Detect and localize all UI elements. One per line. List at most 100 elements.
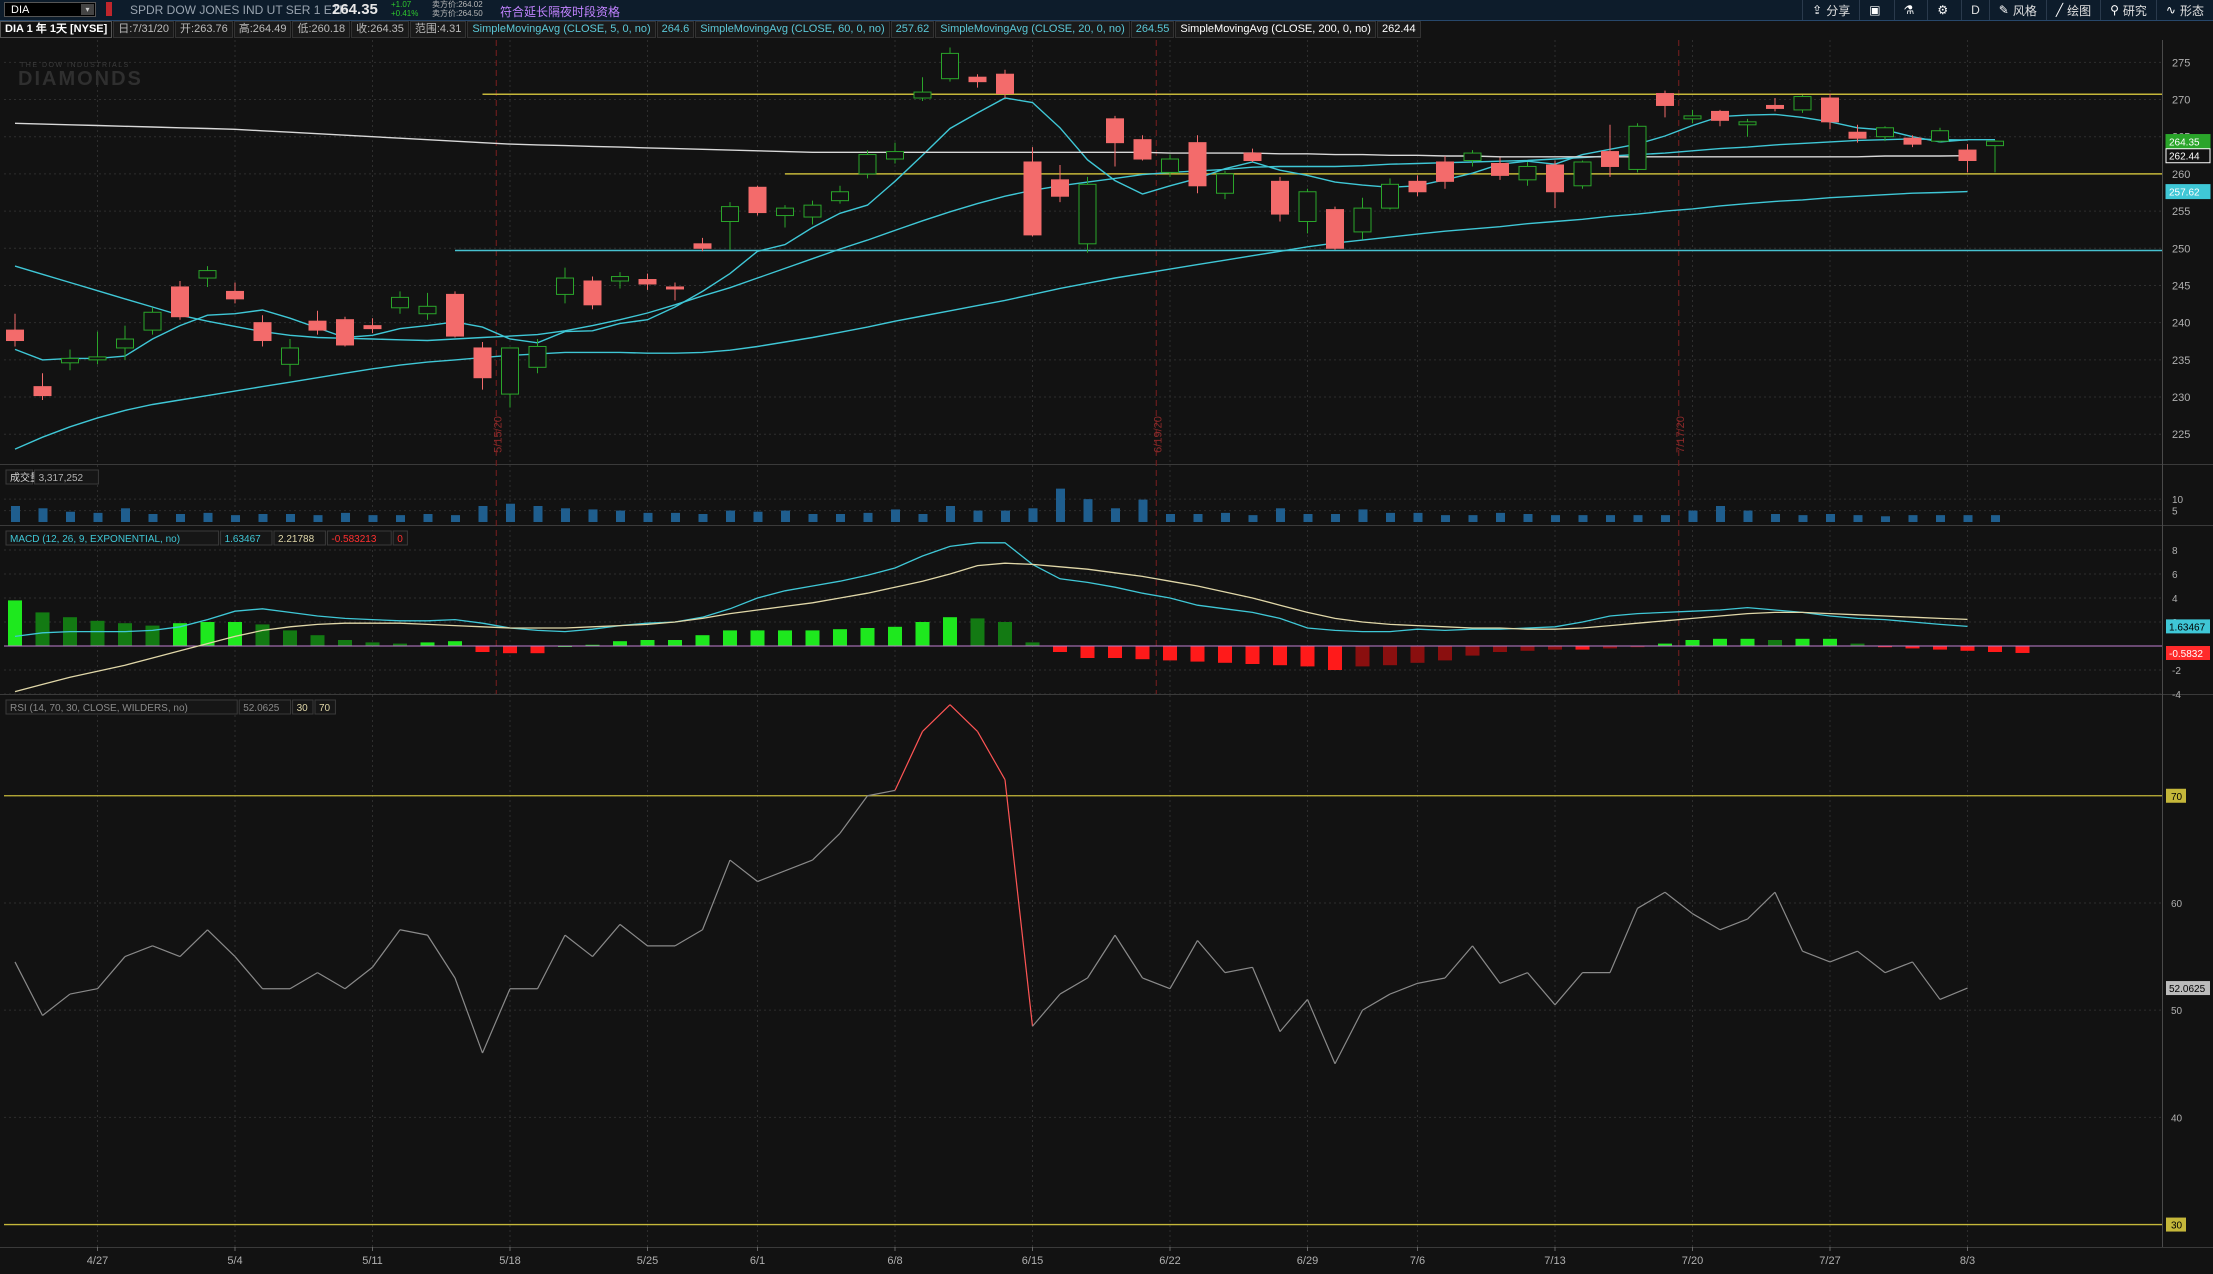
macd-histogram-bar[interactable] (1383, 646, 1397, 666)
volume-bar[interactable] (1963, 515, 1973, 522)
bookmark-flag-icon[interactable] (106, 2, 112, 16)
candle-body[interactable] (858, 154, 877, 175)
candle-body[interactable] (1986, 140, 2004, 147)
volume-bar[interactable] (38, 508, 48, 522)
candle-body[interactable] (473, 347, 492, 379)
volume-bar[interactable] (1936, 515, 1945, 522)
volume-bar[interactable] (1633, 515, 1643, 522)
macd-histogram-bar[interactable] (448, 641, 462, 646)
macd-histogram-bar[interactable] (365, 642, 380, 646)
macd-histogram-bar[interactable] (1025, 642, 1040, 646)
macd-histogram-bar[interactable] (1603, 646, 1617, 649)
volume-bar[interactable] (286, 514, 295, 522)
candle-body[interactable] (611, 276, 629, 282)
volume-bar[interactable] (1276, 508, 1285, 522)
candle-body[interactable] (1078, 183, 1097, 245)
volume-bar[interactable] (423, 514, 433, 522)
candle-body[interactable] (308, 320, 327, 331)
macd-histogram-bar[interactable] (1988, 646, 2002, 652)
volume-bar[interactable] (1798, 515, 1808, 522)
candle-body[interactable] (583, 280, 602, 306)
volume-bar[interactable] (1551, 515, 1560, 522)
candle-body[interactable] (1243, 152, 1262, 162)
volume-bar[interactable] (1496, 512, 1505, 522)
volume-bar[interactable] (121, 508, 130, 522)
studies-button[interactable]: ⚲ 研究 (2100, 0, 2156, 20)
volume-bar[interactable] (1111, 508, 1120, 522)
volume-bar[interactable] (1028, 508, 1038, 522)
candle-body[interactable] (143, 311, 162, 331)
sma5-label[interactable]: SimpleMovingAvg (CLOSE, 5, 0, no) (467, 21, 656, 38)
candle-body[interactable] (1353, 207, 1372, 233)
volume-bar[interactable] (698, 514, 708, 522)
macd-histogram-bar[interactable] (1960, 646, 1975, 651)
volume-bar[interactable] (946, 506, 955, 522)
macd-histogram-bar[interactable] (1905, 646, 1920, 649)
candle-body[interactable] (1628, 125, 1647, 170)
session-note[interactable]: 符合延长隔夜时段资格 (500, 5, 621, 19)
volume-bar[interactable] (1166, 514, 1175, 522)
candle-body[interactable] (363, 325, 382, 330)
candle-body[interactable] (6, 329, 24, 342)
candle-body[interactable] (226, 290, 244, 300)
macd-histogram-bar[interactable] (778, 630, 792, 646)
volume-bar[interactable] (1001, 510, 1010, 522)
macd-histogram-bar[interactable] (1740, 638, 1755, 646)
candle-body[interactable] (418, 305, 437, 315)
candle-body[interactable] (666, 286, 684, 290)
volume-bar[interactable] (836, 514, 845, 522)
volume-bar[interactable] (1303, 514, 1313, 522)
sma20-label[interactable]: SimpleMovingAvg (CLOSE, 20, 0, no) (935, 21, 1130, 38)
candle-body[interactable] (1216, 173, 1234, 194)
candle-body[interactable] (1766, 104, 1784, 109)
macd-histogram-bar[interactable] (283, 630, 297, 646)
candle-body[interactable] (721, 206, 739, 223)
volume-bar[interactable] (396, 515, 405, 522)
candle-body[interactable] (528, 345, 547, 368)
volume-bar[interactable] (781, 510, 790, 522)
macd-histogram-bar[interactable] (1520, 646, 1535, 651)
macd-histogram-bar[interactable] (1190, 646, 1205, 662)
candle-body[interactable] (1271, 180, 1289, 215)
sma60-label[interactable]: SimpleMovingAvg (CLOSE, 60, 0, no) (695, 21, 890, 38)
candle-body[interactable] (1518, 165, 1537, 181)
macd-histogram-bar[interactable] (1575, 646, 1590, 650)
macd-histogram-bar[interactable] (338, 640, 352, 646)
macd-histogram-bar[interactable] (1273, 646, 1287, 666)
macd-histogram-bar[interactable] (90, 620, 105, 646)
chart-canvas[interactable]: THE DOW INDUSTRIALS DIAMONDS 5/15/20 6/19… (0, 40, 2213, 1274)
macd-histogram-bar[interactable] (1685, 640, 1700, 646)
macd-histogram-bar[interactable] (1080, 646, 1095, 658)
macd-histogram-bar[interactable] (200, 622, 215, 646)
volume-bar[interactable] (203, 512, 213, 522)
volume-bar[interactable] (753, 511, 763, 522)
volume-bar[interactable] (588, 509, 598, 522)
candle-body[interactable] (886, 151, 904, 160)
macd-histogram-bar[interactable] (1768, 640, 1782, 646)
candle-body[interactable] (1023, 161, 1042, 236)
candle-body[interactable] (693, 243, 712, 249)
macd-histogram-bar[interactable] (1410, 646, 1425, 663)
macd-histogram-bar[interactable] (998, 622, 1012, 646)
price-panel[interactable] (6, 47, 2163, 450)
volume-bar[interactable] (1468, 515, 1478, 522)
candle-body[interactable] (1546, 164, 1564, 193)
volume-bar[interactable] (313, 515, 323, 522)
candle-body[interactable] (446, 293, 464, 337)
candle-body[interactable] (1601, 151, 1619, 167)
candle-body[interactable] (253, 322, 272, 342)
volume-bar[interactable] (643, 512, 653, 522)
volume-bar[interactable] (561, 508, 570, 522)
macd-histogram-bar[interactable] (1548, 646, 1562, 650)
candle-body[interactable] (1656, 93, 1674, 106)
volume-bar[interactable] (726, 510, 735, 522)
macd-histogram-bar[interactable] (503, 646, 517, 654)
volume-bar[interactable] (1138, 499, 1148, 522)
candle-body[interactable] (33, 386, 52, 397)
macd-histogram-bar[interactable] (310, 635, 325, 646)
macd-histogram-bar[interactable] (1355, 646, 1370, 667)
volume-bar[interactable] (891, 509, 900, 522)
candle-body[interactable] (1821, 97, 1839, 123)
volume-bar[interactable] (1716, 506, 1725, 522)
candle-body[interactable] (941, 52, 959, 80)
